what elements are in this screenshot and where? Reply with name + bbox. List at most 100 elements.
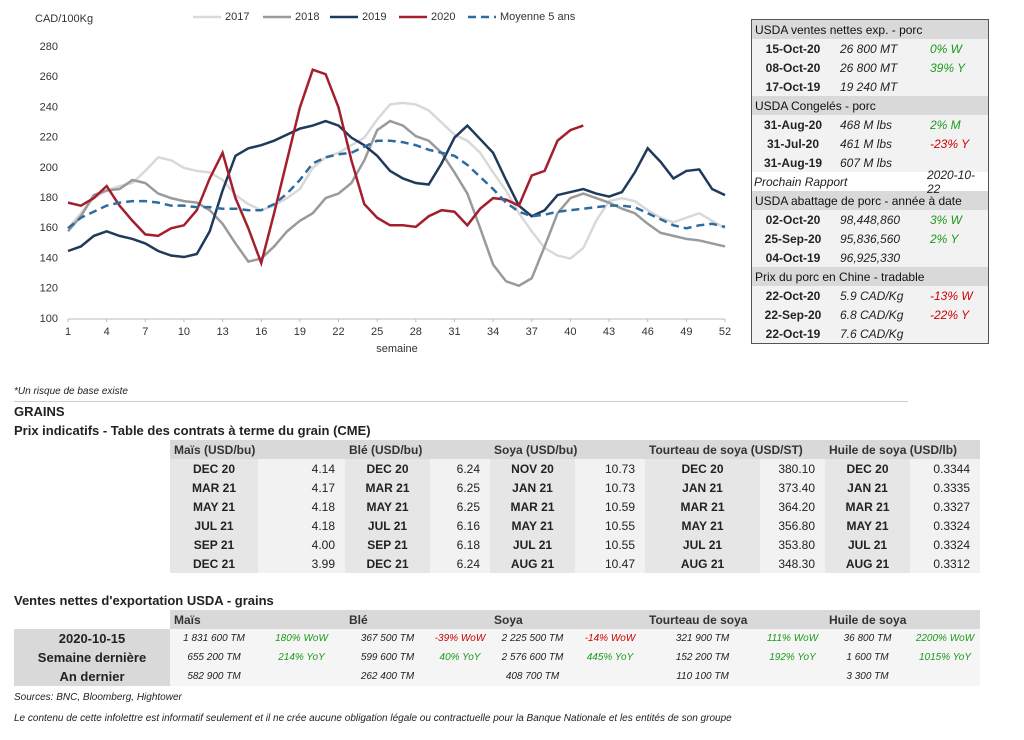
panel-section-title: USDA Congelés - porc bbox=[752, 96, 988, 115]
contract-month: MAR 21 bbox=[825, 497, 911, 516]
series-line bbox=[67, 139, 726, 230]
legend-label: 2020 bbox=[431, 11, 455, 23]
price-chart: CAD/100Kg semaine 1001201401601802002202… bbox=[35, 11, 731, 355]
footer-label: Prochain Rapport bbox=[754, 174, 848, 189]
contract-price: 10.55 bbox=[575, 516, 645, 535]
contract-month: JUL 21 bbox=[645, 535, 760, 554]
footer-value: 2020-10-22 bbox=[926, 167, 976, 196]
panel-date: 04-Oct-19 bbox=[765, 250, 821, 265]
legend-label: 2017 bbox=[225, 11, 249, 23]
panel-date: 22-Oct-19 bbox=[765, 326, 821, 341]
panel-change: -13% W bbox=[930, 288, 973, 303]
group-header: Huile de soya (USD/lb) bbox=[825, 440, 981, 459]
export-blank bbox=[575, 667, 645, 686]
x-axis-label: semaine bbox=[376, 343, 418, 355]
panel-value: 7.6 CAD/Kg bbox=[840, 326, 904, 341]
contract-price: 6.24 bbox=[430, 459, 490, 478]
contract-price: 0.3335 bbox=[910, 478, 981, 497]
export-change: 40% YoY bbox=[430, 648, 490, 667]
exports-row: An dernier 582 900 TM 262 400 TM 408 700 TM… bbox=[14, 667, 980, 686]
panel-row: 22-Sep-20 6.8 CAD/Kg -22% Y bbox=[752, 305, 988, 324]
group-header: Blé (USD/bu) bbox=[345, 440, 490, 459]
panel-footer: Prochain Rapport 2020-10-22 bbox=[752, 168, 988, 196]
panel-change: 39% Y bbox=[930, 60, 966, 75]
contract-month: JAN 21 bbox=[645, 478, 760, 497]
group-header: Blé bbox=[345, 610, 490, 629]
export-value: 2 225 500 TM bbox=[490, 629, 575, 648]
x-tick-label: 1 bbox=[65, 326, 71, 338]
export-change: 192% YoY bbox=[760, 648, 825, 667]
panel-value: 6.8 CAD/Kg bbox=[840, 307, 904, 322]
y-tick-label: 240 bbox=[40, 101, 58, 113]
export-change: 111% WoW bbox=[760, 629, 825, 648]
contract-month: AUG 21 bbox=[490, 554, 575, 573]
export-value: 2 576 600 TM bbox=[490, 648, 575, 667]
export-value: 262 400 TM bbox=[345, 667, 430, 686]
panel-section-title: Prix du porc en Chine - tradable bbox=[752, 267, 988, 286]
export-blank bbox=[258, 667, 345, 686]
futures-title: Prix indicatifs - Table des contrats à t… bbox=[14, 423, 371, 438]
export-value: 36 800 TM bbox=[825, 629, 910, 648]
panel-value: 461 M lbs bbox=[840, 136, 893, 151]
panel-change: 3% W bbox=[930, 212, 963, 227]
y-tick-label: 160 bbox=[40, 222, 58, 234]
futures-row: DEC 20 4.14 DEC 20 6.24 NOV 20 10.73 DEC 20 380… bbox=[170, 459, 981, 478]
y-tick-label: 140 bbox=[40, 252, 58, 264]
export-change: -14% WoW bbox=[575, 629, 645, 648]
export-change: -39% WoW bbox=[430, 629, 490, 648]
futures-row: DEC 21 3.99 DEC 21 6.24 AUG 21 10.47 AUG 21 348… bbox=[170, 554, 981, 573]
contract-price: 4.00 bbox=[258, 535, 345, 554]
contract-month: JUL 21 bbox=[345, 516, 430, 535]
panel-row: 22-Oct-19 7.6 CAD/Kg bbox=[752, 324, 988, 343]
row-label: 2020-10-15 bbox=[14, 629, 170, 648]
contract-month: JAN 21 bbox=[490, 478, 575, 497]
panel-date: 31-Aug-19 bbox=[763, 155, 822, 170]
contract-month: MAY 21 bbox=[490, 516, 575, 535]
panel-value: 98,448,860 bbox=[840, 212, 901, 227]
panel-row: 25-Sep-20 95,836,560 2% Y bbox=[752, 229, 988, 248]
panel-row: 22-Oct-20 5.9 CAD/Kg -13% W bbox=[752, 286, 988, 305]
contract-price: 353.80 bbox=[760, 535, 826, 554]
export-value: 582 900 TM bbox=[170, 667, 258, 686]
contract-price: 6.25 bbox=[430, 497, 490, 516]
export-value: 408 700 TM bbox=[490, 667, 575, 686]
export-blank bbox=[760, 667, 825, 686]
panel-value: 5.9 CAD/Kg bbox=[840, 288, 904, 303]
header-row: Maïs (USD/bu) Blé (USD/bu) Soya (USD/bu) To… bbox=[170, 440, 981, 459]
export-value: 655 200 TM bbox=[170, 648, 258, 667]
sources: Sources: BNC, Bloomberg, Hightower bbox=[14, 692, 182, 703]
group-header: Maïs (USD/bu) bbox=[170, 440, 345, 459]
exports-row: 2020-10-15 1 831 600 TM 180% WoW 367 500 TM… bbox=[14, 629, 980, 648]
contract-month: MAR 21 bbox=[345, 478, 430, 497]
panel-section-title: USDA ventes nettes exp. - porc bbox=[752, 20, 988, 39]
contract-price: 6.18 bbox=[430, 535, 490, 554]
contract-month: MAY 21 bbox=[345, 497, 430, 516]
y-tick-label: 100 bbox=[40, 313, 58, 325]
x-tick-label: 34 bbox=[487, 326, 499, 338]
contract-month: DEC 20 bbox=[170, 459, 258, 478]
panel-value: 95,836,560 bbox=[840, 231, 901, 246]
panel-date: 15-Oct-20 bbox=[765, 41, 821, 56]
group-header: Tourteau de soya (USD/ST) bbox=[645, 440, 826, 459]
y-tick-label: 180 bbox=[40, 192, 58, 204]
pork-panel: USDA ventes nettes exp. - porc 15-Oct-20 2… bbox=[751, 19, 989, 344]
panel-date: 31-Jul-20 bbox=[766, 136, 820, 151]
section-title: GRAINS bbox=[14, 404, 65, 419]
y-axis-label: CAD/100Kg bbox=[35, 13, 93, 25]
contract-price: 4.14 bbox=[258, 459, 345, 478]
contract-month: AUG 21 bbox=[825, 554, 911, 573]
x-tick-label: 25 bbox=[371, 326, 383, 338]
panel-date: 17-Oct-19 bbox=[765, 79, 821, 94]
x-tick-label: 28 bbox=[410, 326, 422, 338]
contract-month: JAN 21 bbox=[825, 478, 911, 497]
export-value: 599 600 TM bbox=[345, 648, 430, 667]
panel-change: 2% Y bbox=[930, 231, 959, 246]
row-label: An dernier bbox=[14, 667, 170, 686]
panel-row: 02-Oct-20 98,448,860 3% W bbox=[752, 210, 988, 229]
panel-value: 607 M lbs bbox=[840, 155, 893, 170]
contract-price: 0.3324 bbox=[910, 516, 981, 535]
separator bbox=[14, 401, 908, 402]
export-value: 321 900 TM bbox=[645, 629, 760, 648]
x-tick-label: 43 bbox=[603, 326, 615, 338]
contract-price: 4.18 bbox=[258, 497, 345, 516]
